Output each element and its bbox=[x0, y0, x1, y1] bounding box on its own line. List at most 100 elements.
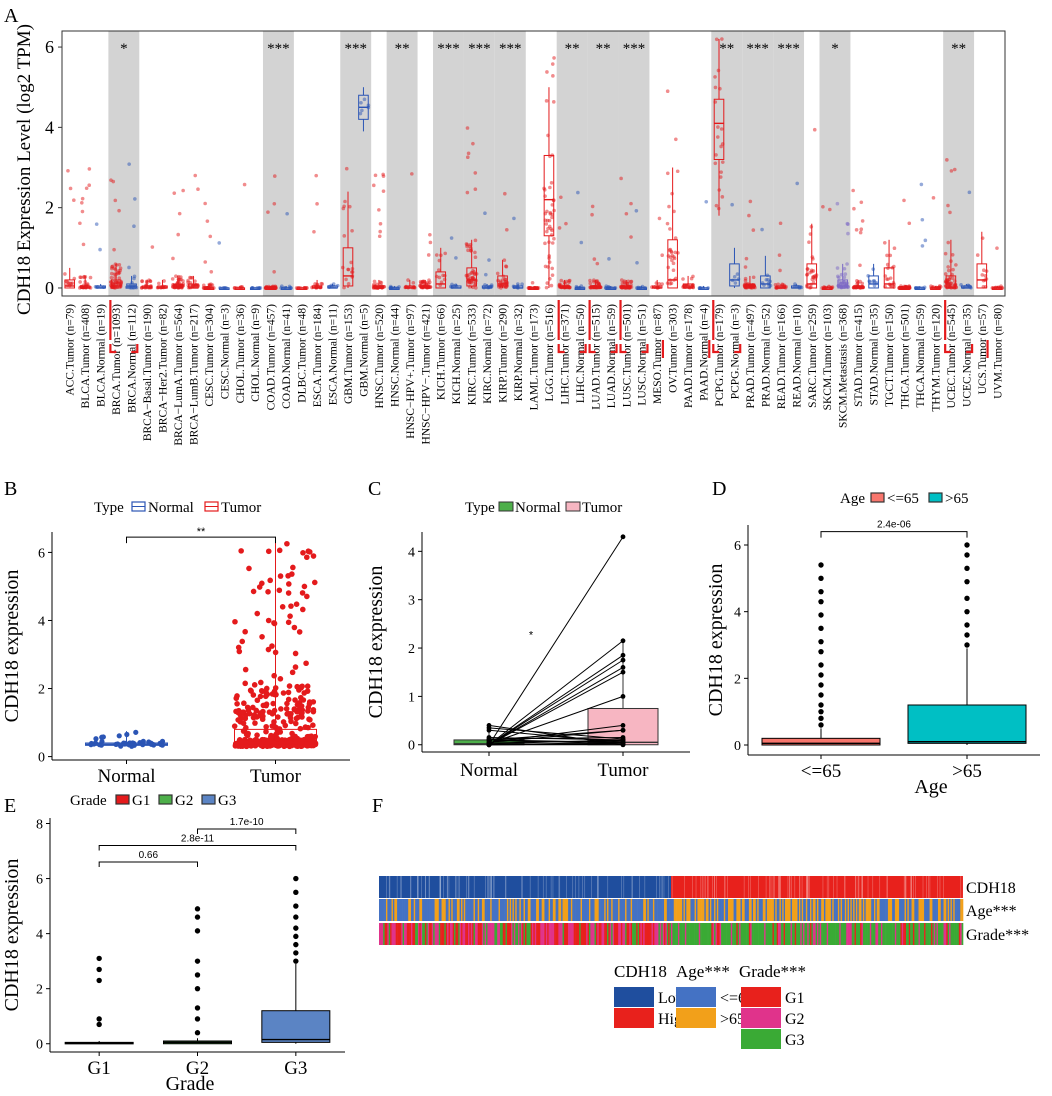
jitter-point-7-45 bbox=[172, 191, 177, 195]
heatmap-grade-cell-21 bbox=[408, 923, 410, 945]
heatmap-grade-cell-274 bbox=[759, 923, 762, 945]
tumor-point-251 bbox=[297, 725, 304, 732]
heatmap-grade-cell-408 bbox=[946, 923, 949, 945]
jitter-point-25-3 bbox=[454, 256, 458, 260]
jitter-point-50-27 bbox=[842, 281, 847, 286]
heatmap-age-cell-187 bbox=[639, 899, 641, 921]
heatmap-cdh18-stripe-68 bbox=[428, 876, 430, 898]
heatmap-cdh18-stripe-16 bbox=[806, 876, 807, 898]
x-label-15: DLBC.Tumor (n=48) bbox=[297, 304, 309, 403]
tumor-point-331 bbox=[300, 550, 306, 556]
pair-tumor-point-19 bbox=[620, 727, 626, 733]
heatmap-cdh18-stripe-130 bbox=[505, 876, 506, 898]
heatmap-age-cell-227 bbox=[694, 899, 697, 921]
heatmap-grade-cell-355 bbox=[872, 923, 875, 945]
jitter-point-7-39 bbox=[176, 232, 180, 237]
heatmap-grade-cell-113 bbox=[536, 923, 538, 945]
heatmap-grade-cell-225 bbox=[691, 923, 694, 945]
heatmap-age-cell-124 bbox=[551, 899, 554, 921]
heatmap-grade-cell-234 bbox=[704, 923, 707, 945]
heatmap-grade-cell-221 bbox=[686, 923, 688, 945]
heatmap-grade-cell-178 bbox=[626, 923, 629, 945]
outlier-0-14 bbox=[818, 575, 824, 582]
heatmap-cdh18-stripe-115 bbox=[861, 876, 862, 898]
jitter-point-18-6 bbox=[342, 234, 347, 238]
heatmap-grade-cell-161 bbox=[602, 923, 605, 945]
x-label-2: BLCA.Normal (n=19) bbox=[96, 304, 108, 407]
heatmap-grade-cell-359 bbox=[878, 923, 880, 945]
heatmap-grade-cell-265 bbox=[747, 923, 750, 945]
heatmap-age-cell-0 bbox=[379, 899, 381, 921]
jitter-point-1-26 bbox=[80, 196, 85, 201]
heatmap-cdh18-stripe-77 bbox=[428, 876, 430, 898]
heatmap-age-cell-379 bbox=[905, 899, 908, 921]
tumor-point-30 bbox=[292, 664, 299, 670]
heatmap-age-cell-127 bbox=[555, 899, 558, 921]
heatmap-grade-cell-135 bbox=[566, 923, 569, 945]
heatmap-age-cell-243 bbox=[716, 899, 719, 921]
heatmap-grade-cell-18 bbox=[404, 923, 406, 945]
heatmap-age-cell-233 bbox=[702, 899, 705, 921]
x-label-48: SARC.Tumor (n=259) bbox=[807, 304, 819, 408]
legend-item-2: G3 bbox=[218, 793, 236, 809]
heatmap-grade-cell-128 bbox=[556, 923, 559, 945]
heatmap-grade-cell-90 bbox=[504, 923, 506, 945]
heatmap-grade-cell-311 bbox=[811, 923, 814, 945]
heatmap-grade-cell-216 bbox=[679, 923, 682, 945]
heatmap-age-cell-269 bbox=[753, 899, 755, 921]
heatmap-age-cell-385 bbox=[914, 899, 917, 921]
heatmap-age-cell-109 bbox=[530, 899, 533, 921]
heatmap-cdh18-stripe-148 bbox=[855, 876, 857, 898]
heatmap-grade-cell-139 bbox=[572, 923, 574, 945]
heatmap-age-cell-120 bbox=[545, 899, 548, 921]
jitter-point-29-5 bbox=[512, 216, 516, 221]
grey-band-5 bbox=[463, 31, 495, 296]
heatmap-cdh18-stripe-136 bbox=[714, 876, 715, 898]
jitter-point-37-1 bbox=[635, 260, 639, 265]
outlier-1-5 bbox=[964, 578, 970, 585]
heatmap-age-cell-390 bbox=[921, 899, 923, 921]
outlier-0-4 bbox=[818, 692, 824, 698]
heatmap-age-cell-81 bbox=[491, 899, 494, 921]
heatmap-grade-cell-81 bbox=[491, 923, 494, 945]
heatmap-age-cell-392 bbox=[924, 899, 926, 921]
jitter-point-50-28 bbox=[835, 266, 840, 270]
outlier-1-8 bbox=[194, 906, 201, 912]
y-axis-title: CDH18 expression bbox=[705, 564, 727, 717]
jitter-point-36-31 bbox=[619, 176, 623, 181]
heatmap-age-cell-116 bbox=[540, 899, 542, 921]
heatmap-grade-cell-28 bbox=[417, 923, 420, 945]
heatmap-age-cell-157 bbox=[597, 899, 599, 921]
heatmap-age-cell-26 bbox=[415, 899, 417, 921]
tumor-point-277 bbox=[241, 700, 247, 707]
jitter-point-39-22 bbox=[665, 221, 670, 226]
x-label-42: PCPG.Tumor (n=179) bbox=[714, 304, 726, 407]
heatmap-cdh18-stripe-134 bbox=[396, 876, 398, 898]
jitter-point-36-21 bbox=[629, 279, 634, 284]
heatmap-age-cell-416 bbox=[957, 899, 960, 921]
heatmap-age-cell-5 bbox=[385, 899, 388, 921]
jitter-point-39-21 bbox=[673, 250, 678, 255]
jitter-point-13-37 bbox=[272, 269, 276, 274]
heatmap-age-cell-111 bbox=[533, 899, 536, 921]
heatmap-age-cell-393 bbox=[925, 899, 928, 921]
heatmap-grade-cell-293 bbox=[786, 923, 789, 945]
tumor-point-374 bbox=[298, 710, 305, 717]
heatmap-age-cell-267 bbox=[750, 899, 752, 921]
tumor-point-319 bbox=[240, 709, 246, 716]
jitter-point-18-4 bbox=[346, 282, 351, 286]
heatmap-cdh18-stripe-103 bbox=[787, 876, 789, 898]
x-label-54: THCA.Tumor (n=501) bbox=[900, 304, 912, 409]
heatmap-age-cell-250 bbox=[726, 899, 729, 921]
jitter-point-48-25 bbox=[811, 269, 816, 273]
heatmap-age-cell-64 bbox=[467, 899, 470, 921]
heatmap-cdh18-stripe-9 bbox=[425, 876, 426, 898]
tumor-point-253 bbox=[254, 697, 261, 704]
heatmap-grade-cell-166 bbox=[609, 923, 612, 945]
heatmap-age-cell-222 bbox=[687, 899, 690, 921]
jitter-point-19-2 bbox=[362, 97, 367, 102]
heatmap-grade-cell-137 bbox=[569, 923, 572, 945]
heatmap-grade-cell-312 bbox=[812, 923, 815, 945]
heatmap-age-cell-353 bbox=[869, 899, 872, 921]
jitter-point-50-25 bbox=[846, 231, 850, 236]
